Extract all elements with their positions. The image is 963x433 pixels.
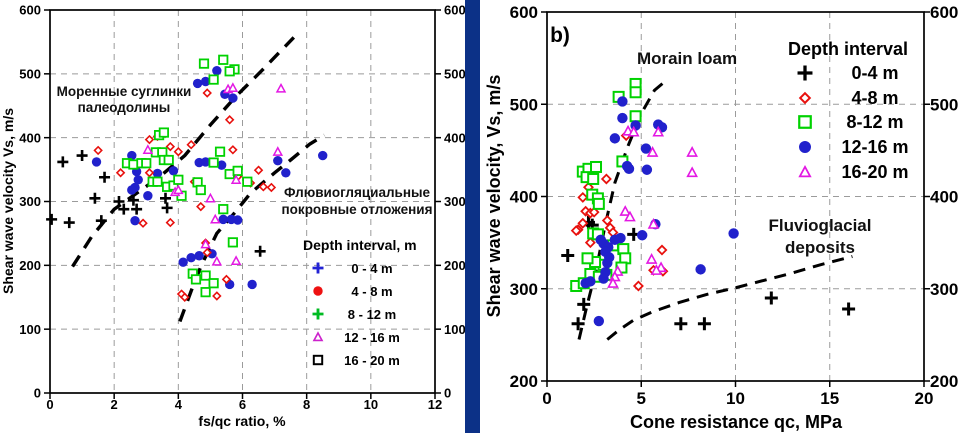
- divider-bar: [465, 0, 480, 433]
- svg-text:500: 500: [930, 95, 958, 114]
- svg-text:500: 500: [510, 95, 538, 114]
- svg-text:12: 12: [428, 397, 442, 412]
- legend-title: Depth interval, m: [303, 237, 417, 253]
- svg-text:400: 400: [444, 130, 465, 145]
- left-scatter-chart: 0 2 4 6 8 10 12 0 0 100 100 200 200 300 300 400 400 500 50…: [0, 0, 465, 433]
- svg-text:100: 100: [444, 322, 465, 337]
- svg-text:10: 10: [726, 389, 745, 408]
- svg-text:2: 2: [111, 397, 118, 412]
- series-magenta-triangle: [142, 82, 287, 266]
- svg-text:200: 200: [930, 372, 958, 391]
- svg-text:600: 600: [444, 3, 465, 18]
- series-black-plus: [46, 150, 266, 257]
- svg-text:покровные отложения: покровные отложения: [282, 202, 433, 217]
- svg-text:300: 300: [930, 280, 958, 299]
- x-axis-title: Cone resistance qc, MPa: [630, 412, 843, 432]
- morain-boundary-curve: [71, 36, 296, 268]
- y-axis-title: Shear wave velocity Vs, m/s: [0, 108, 16, 294]
- gridlines: [50, 10, 435, 393]
- svg-text:8-12 m: 8-12 m: [846, 112, 903, 132]
- svg-text:8: 8: [303, 397, 310, 412]
- svg-text:Fluvioglacial: Fluvioglacial: [769, 216, 872, 235]
- svg-text:0: 0: [542, 389, 551, 408]
- svg-text:200: 200: [444, 258, 465, 273]
- svg-text:4 - 8 m: 4 - 8 m: [351, 284, 392, 299]
- svg-text:400: 400: [19, 130, 41, 145]
- svg-text:6: 6: [239, 397, 246, 412]
- svg-text:Morain loam: Morain loam: [637, 49, 737, 68]
- svg-text:600: 600: [510, 3, 538, 22]
- legend-title: Depth interval: [788, 39, 908, 59]
- legend: Depth interval, m 0 - 4 m 4 - 8 m 8 - 12 m 1…: [303, 237, 417, 368]
- svg-text:Флювиогляциальные: Флювиогляциальные: [284, 185, 431, 200]
- svg-text:0: 0: [444, 386, 451, 401]
- y-axis-title: Shear wave velocity, Vs, m/s: [484, 75, 504, 318]
- svg-text:Моренные суглинки: Моренные суглинки: [57, 84, 192, 99]
- right-scatter-chart: 0 5 10 15 20 200 200 300 300 400 400 500 500 600 600 Co…: [480, 0, 963, 433]
- legend-item-12-16m: 12 - 16 m: [312, 330, 400, 345]
- svg-text:12 - 16 m: 12 - 16 m: [344, 330, 400, 345]
- legend: Depth interval 0-4 m 4-8 m 8-12 m 12-16 m 16-…: [788, 39, 909, 182]
- legend-item-8-12m: 8-12 m: [798, 112, 904, 132]
- svg-text:300: 300: [19, 194, 41, 209]
- legend-item-0-4m: 0 - 4 m: [312, 261, 393, 276]
- series-blue-circle: [91, 65, 328, 290]
- legend-item-12-16m: 12-16 m: [799, 137, 909, 157]
- svg-text:4-8 m: 4-8 m: [851, 88, 898, 108]
- series-green-square: [121, 54, 253, 298]
- svg-text:300: 300: [444, 194, 465, 209]
- legend-item-4-8m: 4 - 8 m: [313, 284, 393, 299]
- annotation-1: Флювиогляциальные покровные отложения: [282, 185, 433, 217]
- svg-text:deposits: deposits: [785, 238, 855, 257]
- svg-text:8 - 12 m: 8 - 12 m: [348, 307, 396, 322]
- series-16-20m: [607, 124, 698, 288]
- svg-text:16-20 m: 16-20 m: [841, 162, 908, 182]
- svg-text:0: 0: [34, 386, 41, 401]
- legend-item-16-20m: 16-20 m: [798, 162, 909, 182]
- annotation-1: Fluvioglacial deposits: [769, 216, 872, 257]
- svg-text:4: 4: [175, 397, 183, 412]
- annotation-0: Morain loam: [637, 49, 737, 68]
- svg-text:300: 300: [510, 280, 538, 299]
- svg-text:500: 500: [19, 67, 41, 82]
- svg-text:0: 0: [46, 397, 53, 412]
- svg-text:0-4 m: 0-4 m: [851, 63, 898, 83]
- svg-text:0 - 4 m: 0 - 4 m: [351, 261, 392, 276]
- x-axis-title: fs/qc ratio, %: [198, 413, 286, 429]
- panel-label: b): [550, 24, 570, 47]
- svg-text:5: 5: [637, 389, 646, 408]
- svg-text:12-16 m: 12-16 m: [841, 137, 908, 157]
- gridlines: [547, 12, 924, 381]
- fluvioglacial-boundary-curve: [606, 255, 853, 341]
- series-12-16m: [580, 96, 739, 327]
- morain-boundary-curve: [577, 78, 669, 340]
- legend-item-4-8m: 4-8 m: [798, 88, 899, 108]
- svg-text:20: 20: [915, 389, 934, 408]
- svg-text:16 - 20 m: 16 - 20 m: [344, 353, 400, 368]
- svg-text:600: 600: [930, 3, 958, 22]
- svg-text:100: 100: [19, 322, 41, 337]
- svg-text:200: 200: [19, 258, 41, 273]
- svg-text:400: 400: [510, 188, 538, 207]
- svg-text:500: 500: [444, 67, 465, 82]
- svg-text:400: 400: [930, 188, 958, 207]
- legend-item-16-20m: 16 - 20 m: [312, 353, 400, 368]
- svg-text:15: 15: [820, 389, 839, 408]
- svg-text:600: 600: [19, 3, 41, 18]
- legend-item-8-12m: 8 - 12 m: [312, 307, 396, 322]
- svg-text:палеодолины: палеодолины: [78, 100, 171, 115]
- legend-item-0-4m: 0-4 m: [797, 63, 899, 83]
- svg-text:200: 200: [510, 372, 538, 391]
- svg-text:10: 10: [364, 397, 378, 412]
